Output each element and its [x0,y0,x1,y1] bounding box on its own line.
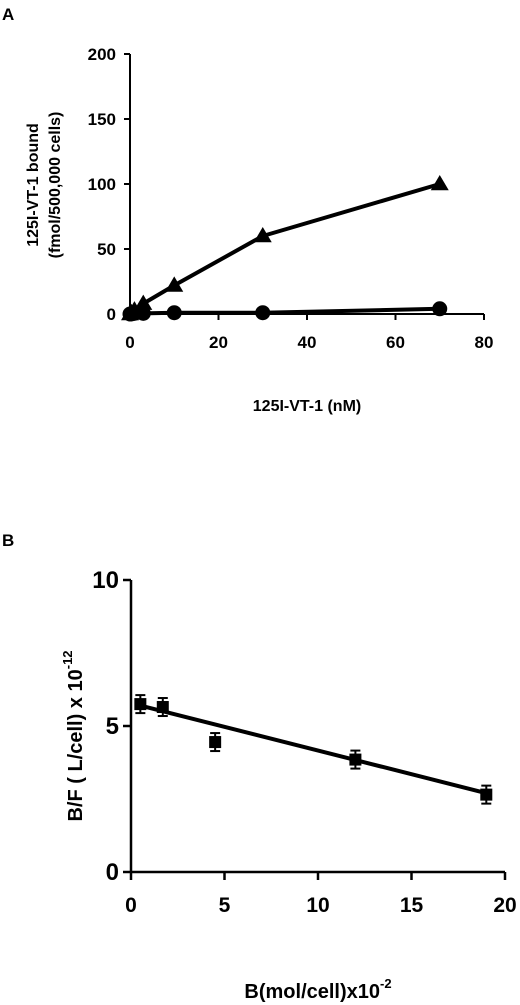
panel-b-y-tick-label: 0 [106,859,119,886]
panel-a-y-axis-label-units: (fmol/500,000 cells) [47,112,64,259]
panel-a-y-tick-label: 200 [88,45,116,64]
panel-b-square-point [480,788,493,801]
panel-a-x-tick-label: 0 [125,333,134,352]
panel-a-circle-point [166,305,182,321]
panel-label-a: A [2,5,14,24]
panel-a-triangle-point [253,227,272,243]
panel-b-y-label-exponent: -12 [60,650,75,669]
panel-a-triangle-point [165,276,184,292]
panel-a-circle-point [432,301,448,317]
panel-b-chart: 0 5 10 0 5 10 15 20 [92,567,516,917]
panel-b-x-axis-label: B(mol/cell)x10-2 [244,976,391,1003]
panel-b-x-tick-label: 15 [400,894,424,917]
panel-b-x-label-exponent: -2 [380,976,392,991]
panel-a-triangle-point [430,175,449,191]
panel-b-y-axis-label: B/F ( L/cell) x 10-12 [60,650,87,821]
panel-label-b: B [2,531,14,550]
panel-a-circle-point [255,305,271,321]
panel-a-x-axis-label: 125I-VT-1 (nM) [253,398,361,415]
panel-b-square-point [134,698,147,711]
panel-b-fit-line [139,703,487,796]
panel-a-y-axis-label: 125I-VT-1 bound [25,123,42,247]
panel-b-square-point [209,736,222,749]
panel-a-chart: 0 50 100 150 200 0 20 40 60 80 [88,45,494,352]
panel-b-y-label-main: B/F ( L/cell) x 10 [65,669,87,821]
panel-b-x-tick-label: 0 [125,894,137,917]
panel-a-circle-point [135,305,151,321]
panel-a-x-tick-label: 40 [298,333,317,352]
panel-b-x-label-main: B(mol/cell)x10 [244,981,380,1003]
panel-a-series-line-triangle [128,182,441,316]
panel-b-x-tick-label: 10 [306,894,329,917]
panel-b-x-tick-label: 20 [493,894,516,917]
panel-b-square-point [156,701,169,714]
panel-a-x-tick-label: 60 [386,333,405,352]
panel-b-square-point [349,753,362,766]
panel-b-y-tick-label: 10 [92,567,119,594]
panel-b-y-tick-label: 5 [106,713,119,740]
panel-a-x-tick-label: 20 [209,333,228,352]
panel-a-triangle-point [134,294,153,310]
panel-a-y-tick-label: 50 [97,240,116,259]
panel-b-x-tick-label: 5 [219,894,231,917]
panel-a-y-tick-label: 0 [107,305,116,324]
panel-a-y-tick-label: 100 [88,175,116,194]
panel-a-x-tick-label: 80 [475,333,494,352]
panel-a-y-tick-label: 150 [88,110,116,129]
